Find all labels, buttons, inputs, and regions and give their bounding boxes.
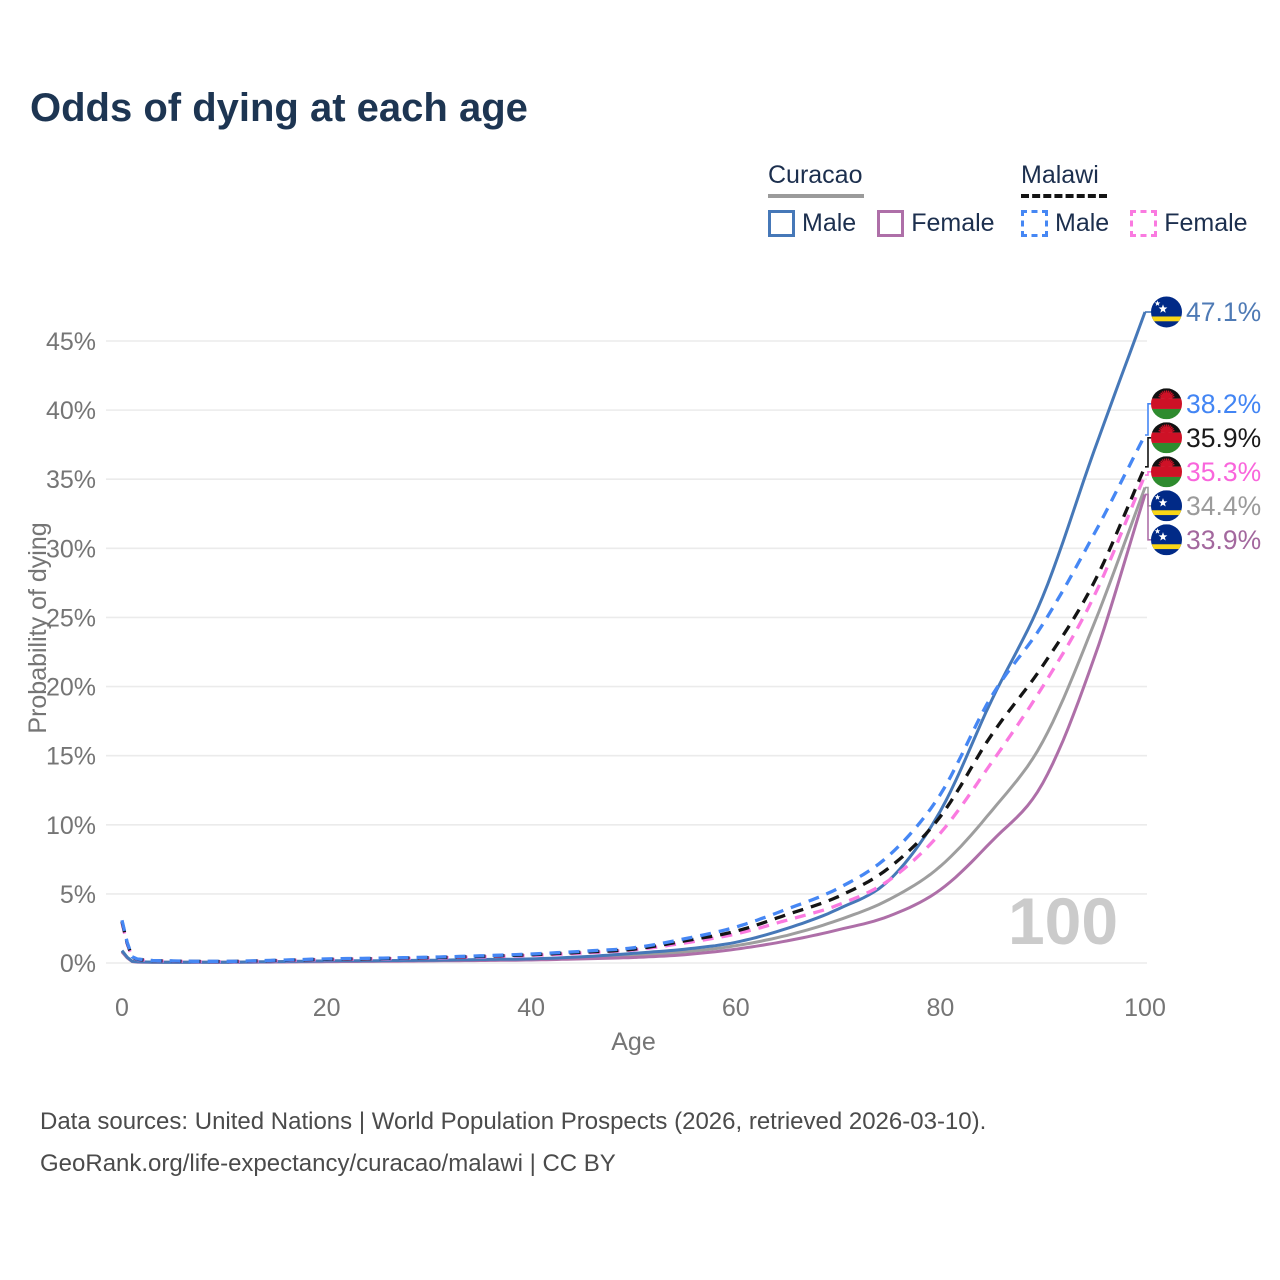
label-leader-line bbox=[1145, 493, 1151, 541]
malawi-female-swatch-icon bbox=[1130, 210, 1158, 237]
flag-icon-curacao bbox=[1151, 296, 1182, 328]
end-label-malawi-female: 35.3% bbox=[1186, 457, 1261, 487]
label-leader-line bbox=[1145, 437, 1151, 468]
x-tick-label: 40 bbox=[517, 994, 545, 1022]
y-tick-label: 20% bbox=[46, 674, 96, 702]
x-tick-label: 100 bbox=[1124, 994, 1166, 1022]
flag-icon-malawi bbox=[1151, 388, 1182, 420]
legend-item-malawi-male[interactable]: Male bbox=[1021, 209, 1109, 238]
legend-country-curacao[interactable]: Curacao bbox=[768, 161, 864, 198]
legend-label: Male bbox=[802, 209, 857, 237]
legend-group-malawi: Malawi Male Female bbox=[1021, 161, 1248, 238]
curacao-male-swatch-icon bbox=[768, 210, 795, 237]
legend-country-malawi[interactable]: Malawi bbox=[1021, 161, 1107, 198]
page-title: Odds of dying at each age bbox=[30, 86, 528, 130]
legend-label: Female bbox=[1164, 209, 1248, 237]
x-tick-label: 60 bbox=[722, 994, 750, 1022]
legend-item-curacao-male[interactable]: Male bbox=[768, 209, 856, 238]
end-label-malawi-male: 38.2% bbox=[1186, 389, 1261, 419]
curacao-female-swatch-icon bbox=[877, 210, 905, 237]
legend-item-malawi-female[interactable]: Female bbox=[1130, 209, 1248, 238]
flag-icon-malawi bbox=[1151, 422, 1182, 454]
end-label-malawi-total: 35.9% bbox=[1186, 423, 1261, 453]
series-line-malawi-male bbox=[120, 434, 1147, 963]
y-tick-label: 30% bbox=[46, 535, 96, 563]
end-label-curacao-total: 34.4% bbox=[1186, 491, 1261, 521]
y-tick-label: 0% bbox=[60, 950, 96, 978]
y-tick-label: 40% bbox=[46, 397, 96, 425]
flag-icon-curacao bbox=[1151, 490, 1182, 522]
flag-icon-malawi bbox=[1151, 456, 1182, 488]
y-tick-label: 35% bbox=[46, 466, 96, 494]
y-tick-label: 5% bbox=[60, 881, 96, 909]
y-tick-label: 15% bbox=[46, 743, 96, 771]
label-leader-line bbox=[1145, 403, 1151, 436]
malawi-male-swatch-icon bbox=[1021, 210, 1048, 237]
label-leader-line bbox=[1145, 471, 1151, 476]
flag-icon-curacao bbox=[1151, 524, 1182, 556]
end-label-curacao-female: 33.9% bbox=[1186, 525, 1261, 555]
x-tick-label: 80 bbox=[926, 994, 954, 1022]
legend-label: Female bbox=[911, 209, 995, 237]
chart-area[interactable]: 0% 5% 10% 15% 20% 25% 30% 35% 40% 45% 100 0 20 40 60 80… bbox=[0, 260, 1280, 1100]
end-label-curacao-male: 47.1% bbox=[1186, 297, 1261, 327]
y-tick-label: 10% bbox=[46, 812, 96, 840]
y-tick-label: 25% bbox=[46, 604, 96, 632]
odds-of-dying-chart[interactable]: 0% 5% 10% 15% 20% 25% 30% 35% 40% 45% 100 0 20 40 60 80… bbox=[0, 260, 1280, 1100]
x-axis-title: Age bbox=[611, 1028, 655, 1056]
y-axis-title: Probability of dying bbox=[24, 522, 52, 733]
series-line-malawi-total bbox=[120, 466, 1147, 964]
watermark: 100 bbox=[1008, 884, 1118, 958]
x-tick-label: 0 bbox=[115, 994, 129, 1022]
footer-attribution[interactable]: GeoRank.org/life-expectancy/curacao/mala… bbox=[40, 1150, 616, 1177]
legend-group-curacao: Curacao Male Female bbox=[768, 161, 995, 238]
footer-sources: Data sources: United Nations | World Pop… bbox=[40, 1108, 987, 1135]
legend-item-curacao-female[interactable]: Female bbox=[877, 209, 995, 238]
series-line-curacao-female bbox=[120, 493, 1147, 964]
series-line-curacao-total bbox=[120, 486, 1147, 964]
y-tick-label: 45% bbox=[46, 328, 96, 356]
legend-label: Male bbox=[1055, 209, 1110, 237]
x-tick-label: 20 bbox=[313, 994, 341, 1022]
